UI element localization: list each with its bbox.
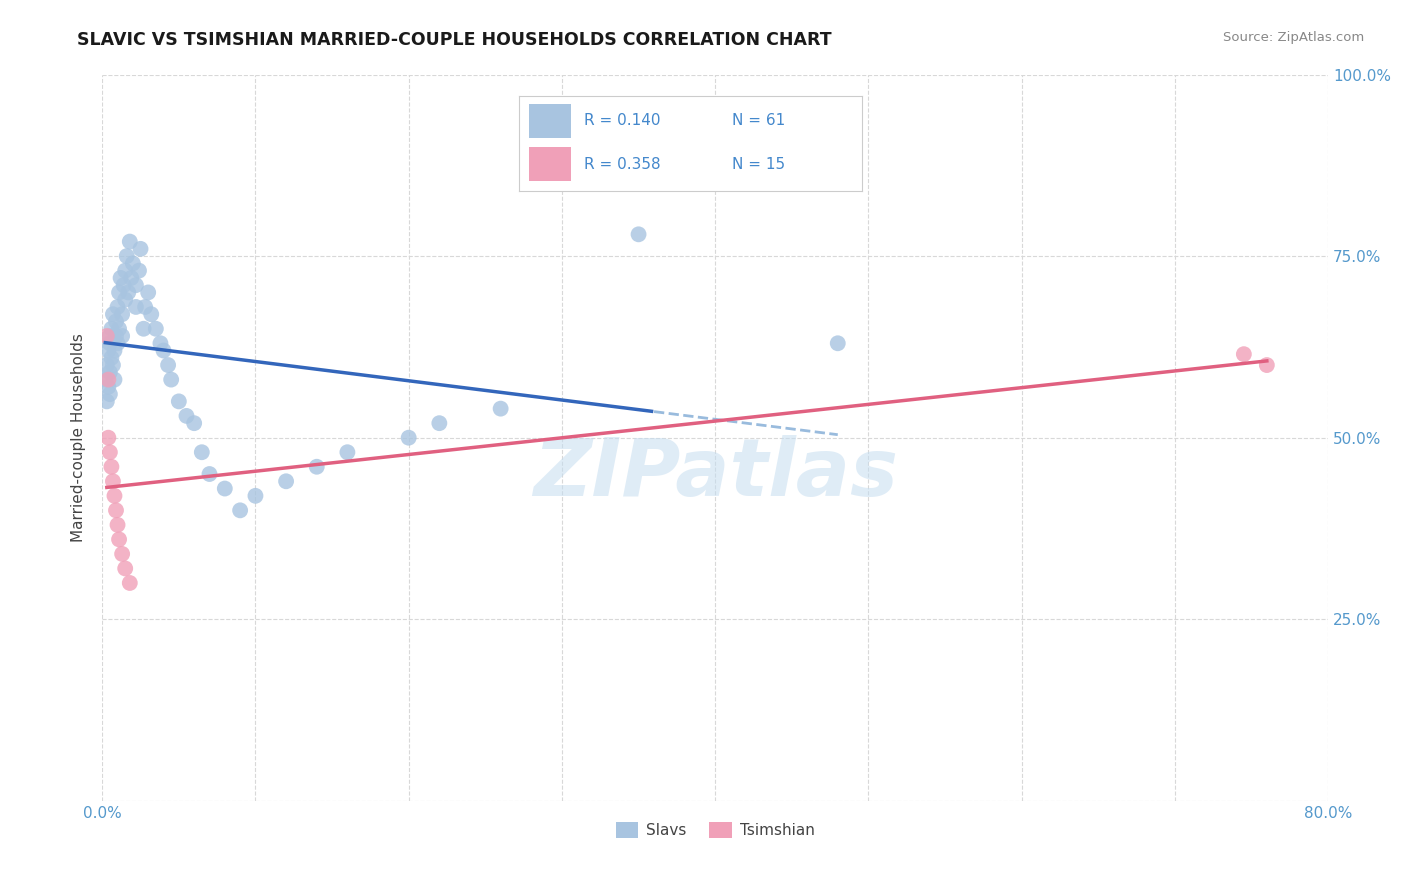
Point <box>111 547 134 561</box>
Point <box>132 322 155 336</box>
Point <box>114 263 136 277</box>
Point <box>111 329 134 343</box>
Point <box>114 561 136 575</box>
Point <box>101 307 124 321</box>
Point <box>111 307 134 321</box>
Point <box>101 358 124 372</box>
Point <box>827 336 849 351</box>
Point <box>121 256 143 270</box>
Point <box>105 329 128 343</box>
Point <box>100 459 122 474</box>
Point <box>103 489 125 503</box>
Point <box>103 373 125 387</box>
Point <box>98 387 121 401</box>
Point <box>107 517 129 532</box>
Point <box>118 235 141 249</box>
Point <box>98 329 121 343</box>
Point <box>96 358 118 372</box>
Point <box>125 278 148 293</box>
Point <box>129 242 152 256</box>
Point <box>97 380 120 394</box>
Point <box>98 445 121 459</box>
Point <box>1256 358 1278 372</box>
Point <box>134 300 156 314</box>
Point <box>101 475 124 489</box>
Point <box>214 482 236 496</box>
Text: ZIPatlas: ZIPatlas <box>533 435 897 513</box>
Point <box>114 293 136 307</box>
Point <box>305 459 328 474</box>
Point <box>1233 347 1256 361</box>
Point <box>98 336 121 351</box>
Point <box>105 503 128 517</box>
Point <box>191 445 214 459</box>
Point <box>128 263 150 277</box>
Point <box>489 401 512 416</box>
Point <box>229 503 252 517</box>
Point <box>145 322 167 336</box>
Point <box>398 431 420 445</box>
Point <box>97 431 120 445</box>
Point <box>110 271 132 285</box>
Legend: Slavs, Tsimshian: Slavs, Tsimshian <box>609 816 821 844</box>
Point <box>115 249 138 263</box>
Y-axis label: Married-couple Households: Married-couple Households <box>72 334 86 542</box>
Point <box>136 285 159 300</box>
Point <box>103 343 125 358</box>
Point <box>105 314 128 328</box>
Point <box>141 307 163 321</box>
Point <box>108 322 131 336</box>
Point <box>107 336 129 351</box>
Point <box>245 489 267 503</box>
Point <box>108 533 131 547</box>
Text: Source: ZipAtlas.com: Source: ZipAtlas.com <box>1223 31 1364 45</box>
Point <box>125 300 148 314</box>
Text: SLAVIC VS TSIMSHIAN MARRIED-COUPLE HOUSEHOLDS CORRELATION CHART: SLAVIC VS TSIMSHIAN MARRIED-COUPLE HOUSE… <box>77 31 832 49</box>
Point <box>100 322 122 336</box>
Point <box>97 373 120 387</box>
Point <box>427 416 450 430</box>
Point <box>96 329 118 343</box>
Point <box>108 285 131 300</box>
Point <box>152 343 174 358</box>
Point <box>98 365 121 379</box>
Point <box>117 285 139 300</box>
Point <box>176 409 198 423</box>
Point <box>167 394 190 409</box>
Point <box>198 467 221 481</box>
Point <box>157 358 180 372</box>
Point <box>94 373 117 387</box>
Point <box>627 227 650 242</box>
Point <box>183 416 205 430</box>
Point <box>149 336 172 351</box>
Point <box>336 445 359 459</box>
Point <box>274 475 297 489</box>
Point <box>107 300 129 314</box>
Point <box>118 576 141 591</box>
Point <box>112 278 135 293</box>
Point <box>97 343 120 358</box>
Point <box>96 394 118 409</box>
Point <box>100 351 122 365</box>
Point <box>120 271 142 285</box>
Point <box>160 373 183 387</box>
